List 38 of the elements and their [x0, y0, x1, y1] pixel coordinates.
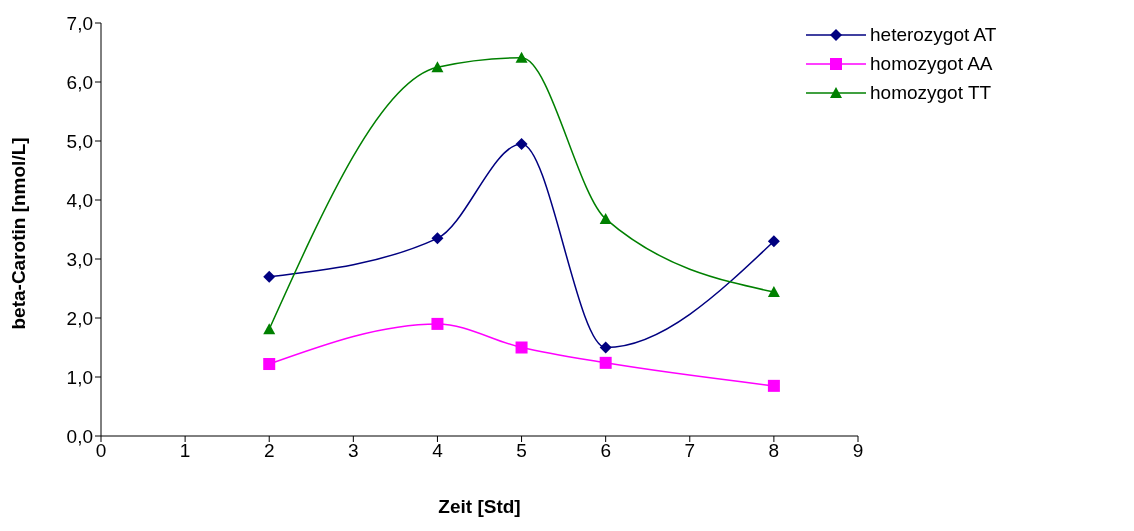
point	[431, 232, 444, 245]
point	[767, 379, 780, 392]
point	[599, 341, 612, 354]
point	[431, 61, 444, 73]
point	[767, 286, 780, 298]
legend-label: homozygot AA	[870, 52, 993, 75]
point	[515, 51, 528, 63]
x-tick-label: 1	[179, 440, 191, 462]
point	[263, 270, 276, 283]
point	[767, 235, 780, 248]
x-tick-label: 4	[432, 440, 444, 462]
x-tick-label: 0	[95, 440, 107, 462]
y-tick-label: 4,0	[66, 189, 93, 211]
y-tick-label: 1,0	[66, 366, 93, 388]
point	[431, 317, 444, 330]
y-tick-label: 3,0	[66, 248, 93, 270]
x-tick-label: 2	[263, 440, 275, 462]
x-tick-label: 8	[768, 440, 780, 462]
y-tick-label: 2,0	[66, 307, 93, 329]
y-tick-label: 6,0	[66, 71, 93, 93]
legend-label: homozygot TT	[870, 81, 992, 104]
y-axis-title: beta-Carotin [nmol/L]	[7, 137, 29, 330]
point	[263, 358, 276, 371]
legend-label: heterozygot AT	[870, 23, 997, 46]
x-tick-label: 5	[516, 440, 527, 462]
x-tick-label: 9	[852, 440, 864, 462]
y-tick-label: 5,0	[66, 130, 93, 152]
y-tick-label: 7,0	[66, 12, 93, 34]
x-tick-label: 7	[684, 440, 696, 462]
point	[263, 323, 276, 335]
x-tick-label: 6	[600, 440, 611, 462]
y-tick-label: 0,0	[66, 425, 93, 447]
x-axis-title: Zeit [Std]	[438, 496, 521, 517]
point	[599, 212, 612, 224]
x-tick-label: 3	[348, 440, 359, 462]
point	[515, 341, 528, 354]
point	[515, 137, 528, 150]
point	[599, 356, 612, 369]
